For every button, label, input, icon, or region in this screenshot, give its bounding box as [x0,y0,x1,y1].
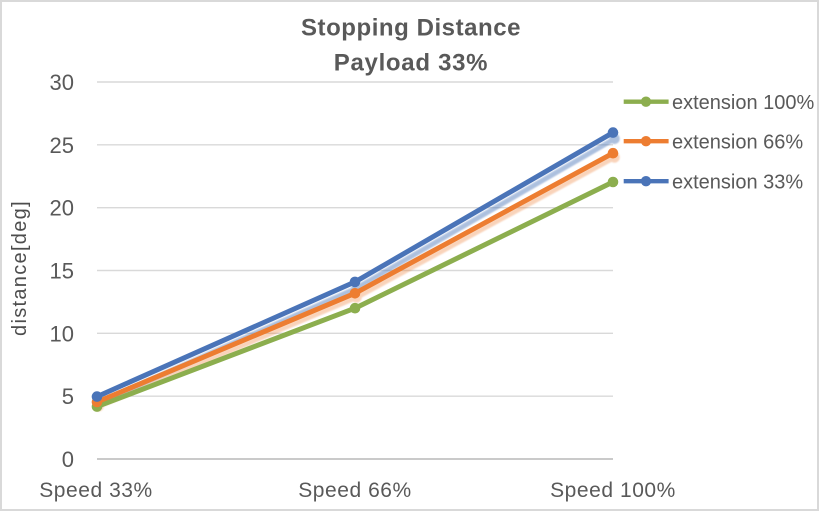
svg-text:5: 5 [62,384,74,409]
svg-text:Speed 33%: Speed 33% [39,479,153,502]
svg-text:Stopping Distance: Stopping Distance [301,15,521,42]
svg-text:10: 10 [50,321,74,346]
svg-text:extension 66%: extension 66% [672,131,803,153]
svg-text:extension 33%: extension 33% [672,171,803,193]
svg-text:30: 30 [50,70,74,95]
svg-text:20: 20 [50,196,74,221]
svg-text:extension 100%: extension 100% [672,92,815,114]
svg-text:0: 0 [62,447,74,472]
svg-text:15: 15 [50,259,74,284]
svg-text:Payload 33%: Payload 33% [334,49,488,76]
svg-text:distance[deg]: distance[deg] [9,200,31,336]
svg-text:Speed 100%: Speed 100% [550,479,676,502]
svg-text:25: 25 [50,133,74,158]
svg-text:Speed 66%: Speed 66% [298,479,412,502]
